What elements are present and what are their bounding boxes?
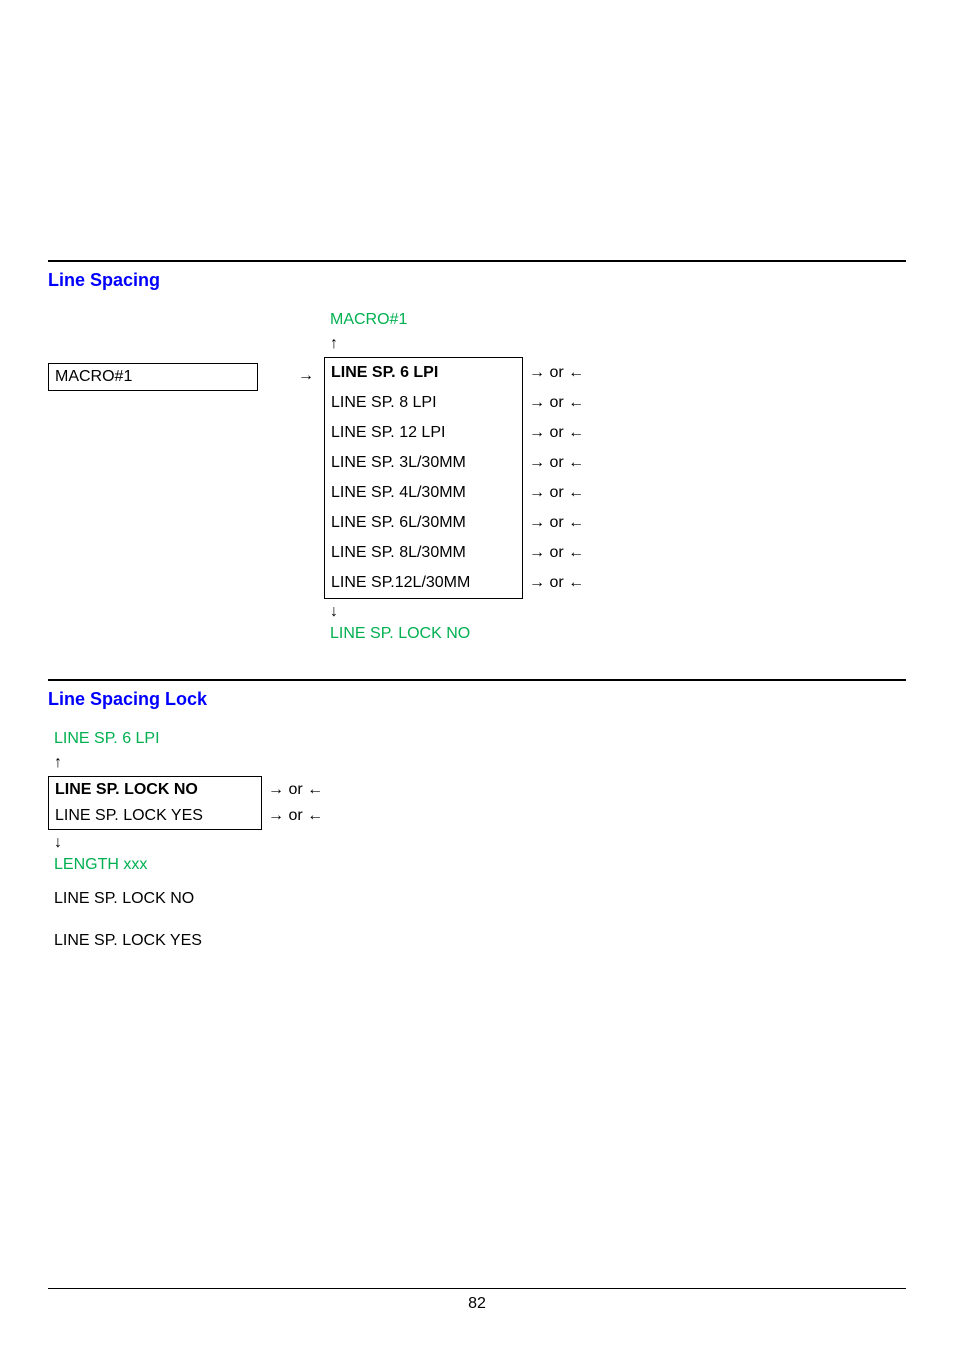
line-spacing-options-table: LINE SP. 6 LPI → or ← LINE SP. 8 LPI → o… — [324, 357, 606, 599]
table-row: LINE SP. 8 LPI → or ← — [325, 388, 606, 418]
option-label: LINE SP. 4L/30MM — [325, 478, 523, 508]
section-title-line-spacing: Line Spacing — [48, 270, 906, 291]
table-row: LINE SP. 3L/30MM → or ← — [325, 448, 606, 478]
option-action: → or ← — [262, 803, 330, 830]
link-line-sp-6lpi[interactable]: LINE SP. 6 LPI — [48, 730, 906, 748]
table-row: LINE SP. 6 LPI → or ← — [325, 358, 606, 389]
option-action: → or ← — [523, 448, 606, 478]
option-label: LINE SP. 3L/30MM — [325, 448, 523, 478]
table-row: LINE SP. LOCK NO → or ← — [49, 777, 330, 804]
option-action: → or ← — [523, 358, 606, 389]
note-line: LINE SP. LOCK NO — [54, 890, 906, 908]
option-action: → or ← — [523, 478, 606, 508]
table-row: LINE SP. 4L/30MM → or ← — [325, 478, 606, 508]
option-action: → or ← — [523, 508, 606, 538]
option-action: → or ← — [262, 777, 330, 804]
link-macro1-top[interactable]: MACRO#1 — [324, 311, 606, 329]
option-label: LINE SP. 12 LPI — [325, 418, 523, 448]
up-arrow-icon: ↑ — [48, 754, 906, 772]
option-action: → or ← — [523, 538, 606, 568]
line-spacing-flow: MACRO#1 → MACRO#1 ↑ LINE SP. 6 LPI → or … — [48, 311, 906, 649]
option-label: LINE SP. 8L/30MM — [325, 538, 523, 568]
option-label: LINE SP. LOCK NO — [49, 777, 262, 804]
table-row: LINE SP. 6L/30MM → or ← — [325, 508, 606, 538]
down-arrow-icon: ↓ — [48, 834, 906, 852]
link-line-sp-lock-no[interactable]: LINE SP. LOCK NO — [324, 625, 606, 643]
page-number: 82 — [48, 1288, 906, 1313]
table-row: LINE SP. 12 LPI → or ← — [325, 418, 606, 448]
option-label: LINE SP. LOCK YES — [49, 803, 262, 830]
left-box-macro1: MACRO#1 — [48, 363, 258, 391]
option-label: LINE SP. 8 LPI — [325, 388, 523, 418]
option-action: → or ← — [523, 388, 606, 418]
line-spacing-lock-options-table: LINE SP. LOCK NO → or ← LINE SP. LOCK YE… — [48, 776, 330, 830]
link-length-xxx[interactable]: LENGTH xxx — [48, 856, 906, 874]
option-label: LINE SP. 6L/30MM — [325, 508, 523, 538]
option-action: → or ← — [523, 568, 606, 599]
option-label: LINE SP.12L/30MM — [325, 568, 523, 599]
table-row: LINE SP. 8L/30MM → or ← — [325, 538, 606, 568]
note-line: LINE SP. LOCK YES — [54, 932, 906, 950]
section-title-line-spacing-lock: Line Spacing Lock — [48, 689, 906, 710]
table-row: LINE SP.12L/30MM → or ← — [325, 568, 606, 599]
option-label: LINE SP. 6 LPI — [325, 358, 523, 389]
up-arrow-icon: ↑ — [324, 335, 606, 353]
table-row: LINE SP. LOCK YES → or ← — [49, 803, 330, 830]
down-arrow-icon: ↓ — [324, 603, 606, 621]
arrow-right-icon: → — [288, 311, 324, 385]
option-action: → or ← — [523, 418, 606, 448]
